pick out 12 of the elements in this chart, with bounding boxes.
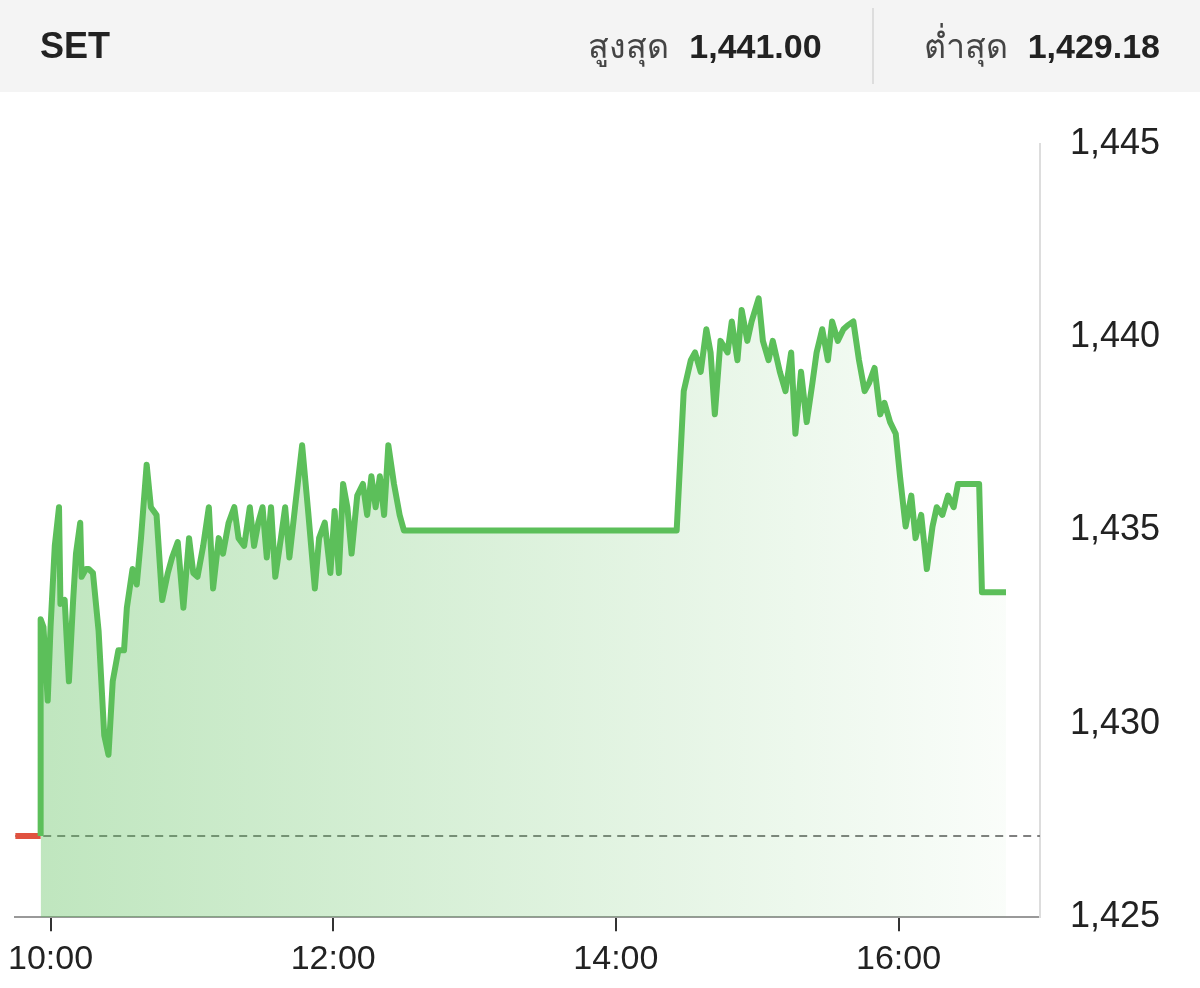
- x-tick-label: 10:00: [7, 937, 94, 976]
- y-tick-label: 1,440: [1069, 313, 1161, 355]
- y-tick-label: 1,425: [1069, 894, 1161, 936]
- x-tick-label: 14:00: [573, 937, 659, 976]
- y-tick-label: 1,445: [1069, 120, 1161, 162]
- x-tick-label: 16:00: [856, 937, 942, 976]
- text: ต่ำสุด 1,429.18: [923, 22, 1160, 69]
- chart-title: SET: [40, 25, 111, 67]
- y-tick-label: 1,435: [1069, 507, 1161, 549]
- text: สูงสุด 1,441.00: [588, 25, 822, 69]
- x-tick-label: 12:00: [290, 937, 376, 976]
- y-tick-label: 1,430: [1069, 700, 1161, 742]
